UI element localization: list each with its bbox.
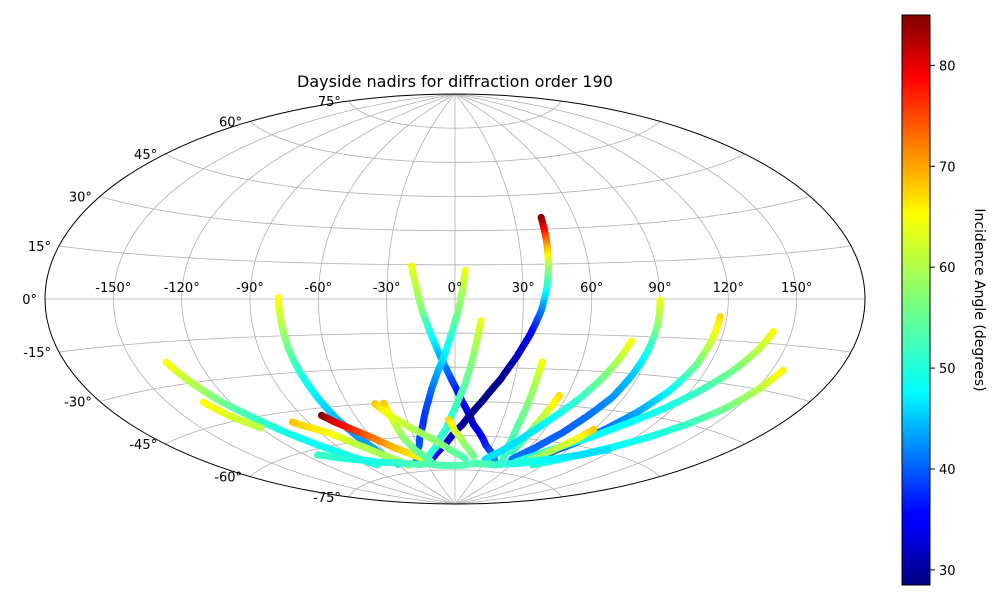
colorbar-ticks: 30 40 50 60 70 80 (930, 59, 956, 579)
x-tick-label: 150° (781, 281, 812, 296)
colorbar-tick-label: 40 (939, 463, 956, 478)
colorbar-tick-label: 60 (939, 261, 956, 276)
meridian-line (181, 93, 456, 505)
x-tick-label: -150° (95, 281, 131, 296)
y-tick-label: 75° (318, 95, 341, 110)
meridian-line (112, 93, 456, 505)
x-tick-label: -90° (236, 281, 264, 296)
y-tick-label: -30° (64, 396, 92, 411)
map-frame (44, 93, 866, 505)
chart-title: Dayside nadirs for diffraction order 190 (297, 72, 613, 91)
x-tick-label: 30° (512, 281, 535, 296)
y-tick-label: 0° (22, 293, 37, 308)
colorbar: 30 40 50 60 70 80 Incidence Angle (degrees) (901, 14, 987, 586)
meridian-line (454, 93, 593, 505)
colorbar-tick-label: 70 (939, 160, 956, 175)
x-tick-label: 120° (713, 281, 744, 296)
data-points (162, 213, 787, 470)
colorbar-gradient (901, 14, 931, 586)
x-tick-label: 90° (648, 281, 671, 296)
meridian-line (386, 93, 456, 505)
data-point (461, 454, 469, 463)
y-tick-label: -60° (214, 471, 242, 486)
tick-labels: -150° -120° -90° -60° -30° 0° 30° 60° 90° 120° 150… (22, 95, 812, 506)
x-tick-label: 60° (580, 281, 603, 296)
y-tick-label: -45° (129, 438, 157, 453)
x-tick-label: -30° (373, 281, 401, 296)
data-point (470, 452, 478, 461)
colorbar-tick-label: 80 (939, 59, 956, 74)
meridian-line (454, 93, 798, 505)
colorbar-label: Incidence Angle (degrees) (971, 208, 987, 391)
y-tick-label: 15° (28, 240, 51, 255)
x-tick-label: 0° (448, 281, 463, 296)
y-tick-label: -75° (313, 491, 341, 506)
colorbar-tick-label: 30 (939, 564, 956, 579)
y-tick-label: 30° (69, 191, 92, 206)
data-point (257, 424, 265, 432)
data-point (507, 448, 516, 456)
y-tick-label: -15° (23, 346, 51, 361)
y-tick-label: 45° (134, 148, 157, 163)
graticule-grid (45, 93, 865, 505)
meridian-line (249, 93, 456, 505)
y-tick-label: 60° (219, 116, 242, 131)
data-point (604, 445, 613, 454)
x-tick-label: -120° (164, 281, 200, 296)
colorbar-tick-label: 50 (939, 362, 956, 377)
x-tick-label: -60° (304, 281, 332, 296)
meridian-line (454, 93, 524, 505)
